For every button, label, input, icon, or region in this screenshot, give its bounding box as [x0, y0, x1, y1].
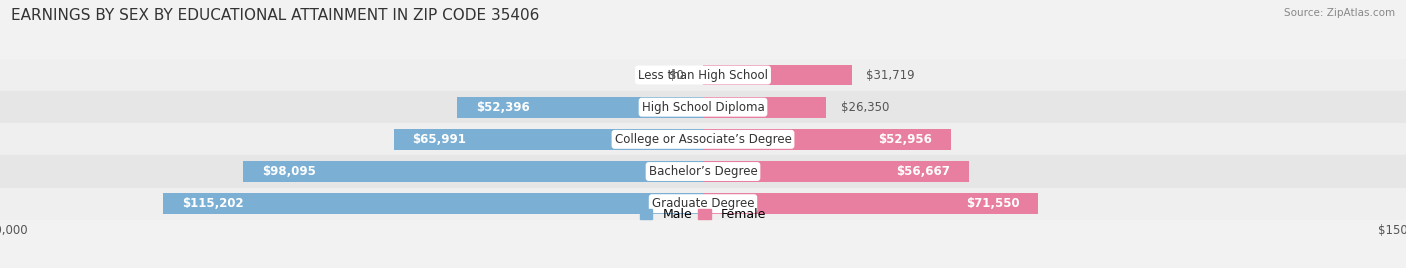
Bar — [457, 97, 703, 118]
Text: $52,396: $52,396 — [477, 101, 530, 114]
Text: Bachelor’s Degree: Bachelor’s Degree — [648, 165, 758, 178]
Bar — [0, 91, 1406, 123]
Bar — [703, 65, 852, 85]
Text: $98,095: $98,095 — [262, 165, 316, 178]
Bar — [394, 129, 703, 150]
Text: High School Diploma: High School Diploma — [641, 101, 765, 114]
Bar — [163, 193, 703, 214]
Text: College or Associate’s Degree: College or Associate’s Degree — [614, 133, 792, 146]
Text: Less than High School: Less than High School — [638, 69, 768, 81]
Bar — [0, 155, 1406, 188]
Text: $0: $0 — [669, 69, 685, 81]
Text: $56,667: $56,667 — [896, 165, 950, 178]
Text: EARNINGS BY SEX BY EDUCATIONAL ATTAINMENT IN ZIP CODE 35406: EARNINGS BY SEX BY EDUCATIONAL ATTAINMEN… — [11, 8, 540, 23]
Text: $71,550: $71,550 — [966, 197, 1019, 210]
Text: $31,719: $31,719 — [866, 69, 914, 81]
Text: $115,202: $115,202 — [181, 197, 243, 210]
Text: $65,991: $65,991 — [412, 133, 467, 146]
Bar — [0, 123, 1406, 155]
Text: $52,956: $52,956 — [879, 133, 932, 146]
Bar — [703, 193, 1038, 214]
Bar — [703, 129, 952, 150]
Text: $26,350: $26,350 — [841, 101, 889, 114]
Bar — [0, 188, 1406, 220]
Bar — [703, 97, 827, 118]
Bar — [243, 161, 703, 182]
Legend: Male, Female: Male, Female — [636, 203, 770, 226]
Bar — [0, 59, 1406, 91]
Text: Graduate Degree: Graduate Degree — [652, 197, 754, 210]
Text: Source: ZipAtlas.com: Source: ZipAtlas.com — [1284, 8, 1395, 18]
Bar — [703, 161, 969, 182]
